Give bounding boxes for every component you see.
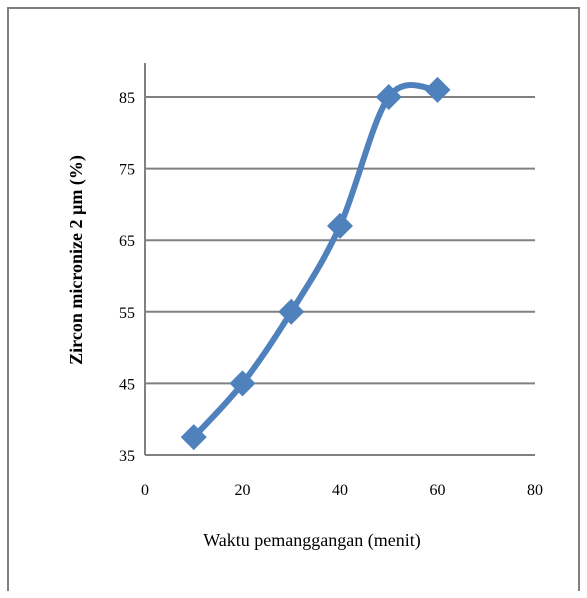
data-point-marker: [180, 424, 207, 451]
y-tick-label: 55: [119, 305, 135, 322]
y-tick-label: 45: [119, 376, 135, 393]
x-tick-label: 60: [430, 482, 446, 499]
data-point-marker: [229, 370, 256, 397]
x-tick-labels: 0 20 40 60 80: [141, 482, 543, 499]
x-axis-title: Waktu pemanggangan (menit): [203, 530, 420, 551]
gridlines: [145, 96, 535, 456]
y-tick-label: 85: [119, 90, 135, 107]
data-point-marker: [424, 76, 451, 103]
y-axis-title: Zircon micronize 2 µm (%): [66, 155, 87, 365]
x-tick-label: 0: [141, 482, 149, 499]
data-point-marker: [375, 84, 402, 110]
y-tick-label: 65: [119, 233, 135, 250]
y-tick-label: 75: [119, 162, 135, 179]
data-point-marker: [278, 298, 305, 325]
chart-frame: [7, 7, 580, 591]
y-tick-labels: 35 45 55 65 75 85: [119, 90, 135, 465]
x-tick-label: 20: [235, 482, 251, 499]
series-markers: [180, 76, 451, 451]
data-point-marker: [327, 212, 353, 239]
x-tick-label: 40: [332, 482, 348, 499]
x-tick-label: 80: [527, 482, 543, 499]
y-tick-label: 35: [119, 448, 135, 465]
